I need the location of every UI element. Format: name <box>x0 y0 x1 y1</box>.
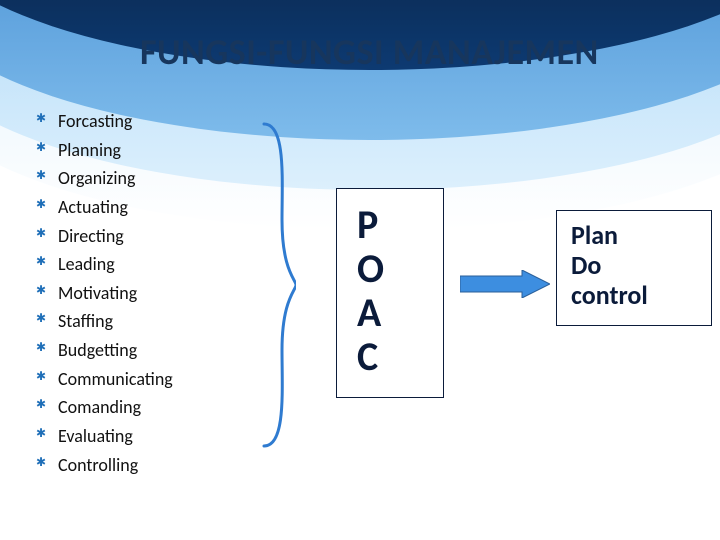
list-item-label: Motivating <box>58 282 137 304</box>
list-item-label: Directing <box>58 225 124 247</box>
list-item: Forcasting <box>36 108 246 135</box>
list-item: Directing <box>36 223 246 250</box>
list-item: Actuating <box>36 194 246 221</box>
list-item: Staffing <box>36 308 246 335</box>
list-item-label: Communicating <box>58 368 173 390</box>
function-list: Forcasting Planning Organizing Actuating… <box>36 108 246 480</box>
list-item: Organizing <box>36 165 246 192</box>
poac-box: P O A C <box>336 188 444 398</box>
list-item: Planning <box>36 137 246 164</box>
list-item-label: Organizing <box>58 167 135 189</box>
list-item: Budgetting <box>36 337 246 364</box>
list-item: Leading <box>36 251 246 278</box>
poac-line: O <box>357 247 423 291</box>
list-item-label: Budgetting <box>58 339 137 361</box>
list-item: Motivating <box>36 280 246 307</box>
curly-brace-icon <box>252 120 296 450</box>
slide: FUNGSI-FUNGSI MANAJEMEN Forcasting Plann… <box>0 0 720 540</box>
poac-line: C <box>357 335 423 379</box>
poac-line: A <box>357 291 423 335</box>
list-item: Communicating <box>36 366 246 393</box>
list-item-label: Forcasting <box>58 110 132 132</box>
list-item: Evaluating <box>36 423 246 450</box>
list-item-label: Controlling <box>58 454 138 476</box>
list-item-label: Evaluating <box>58 425 133 447</box>
plan-line: Do <box>571 251 697 281</box>
plan-do-control-box: Plan Do control <box>556 210 712 326</box>
list-item-label: Comanding <box>58 396 141 418</box>
list-item-label: Leading <box>58 253 115 275</box>
list-item: Comanding <box>36 394 246 421</box>
plan-line: control <box>571 281 697 311</box>
list-item-label: Actuating <box>58 196 128 218</box>
poac-line: P <box>357 203 423 247</box>
arrow-right-icon <box>460 270 550 298</box>
slide-title: FUNGSI-FUNGSI MANAJEMEN <box>140 30 700 74</box>
plan-line: Plan <box>571 221 697 251</box>
list-item-label: Planning <box>58 139 121 161</box>
list-item-label: Staffing <box>58 310 113 332</box>
list-item: Controlling <box>36 452 246 479</box>
